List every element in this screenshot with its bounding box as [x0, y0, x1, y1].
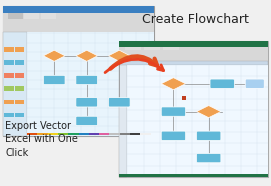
FancyBboxPatch shape	[15, 60, 24, 65]
Text: Export Vector
Excel with One
Click: Export Vector Excel with One Click	[5, 121, 78, 158]
FancyBboxPatch shape	[130, 133, 140, 135]
FancyBboxPatch shape	[163, 46, 179, 50]
FancyBboxPatch shape	[144, 46, 160, 50]
FancyBboxPatch shape	[4, 73, 14, 78]
FancyBboxPatch shape	[119, 46, 268, 61]
FancyBboxPatch shape	[196, 131, 221, 140]
FancyBboxPatch shape	[125, 46, 141, 50]
FancyBboxPatch shape	[3, 6, 154, 136]
FancyBboxPatch shape	[15, 47, 24, 52]
FancyBboxPatch shape	[15, 86, 24, 91]
FancyArrowPatch shape	[110, 56, 157, 69]
Text: Create Flowchart: Create Flowchart	[142, 13, 249, 26]
FancyBboxPatch shape	[15, 100, 24, 104]
FancyBboxPatch shape	[109, 133, 120, 135]
FancyBboxPatch shape	[119, 61, 268, 65]
FancyBboxPatch shape	[24, 13, 39, 19]
FancyBboxPatch shape	[182, 96, 186, 100]
FancyBboxPatch shape	[4, 100, 14, 104]
FancyBboxPatch shape	[3, 6, 154, 13]
FancyArrowPatch shape	[105, 59, 164, 73]
FancyBboxPatch shape	[119, 61, 127, 177]
FancyBboxPatch shape	[89, 133, 99, 135]
FancyBboxPatch shape	[37, 133, 48, 135]
FancyBboxPatch shape	[27, 32, 154, 136]
FancyBboxPatch shape	[15, 113, 24, 117]
FancyBboxPatch shape	[119, 41, 268, 177]
FancyBboxPatch shape	[127, 65, 268, 177]
FancyBboxPatch shape	[99, 133, 109, 135]
FancyBboxPatch shape	[196, 153, 221, 163]
FancyBboxPatch shape	[120, 133, 130, 135]
FancyBboxPatch shape	[43, 75, 65, 85]
FancyBboxPatch shape	[3, 13, 154, 32]
FancyBboxPatch shape	[8, 13, 23, 19]
FancyBboxPatch shape	[119, 41, 268, 46]
FancyBboxPatch shape	[27, 133, 37, 135]
Polygon shape	[43, 50, 65, 61]
FancyBboxPatch shape	[4, 113, 14, 117]
FancyBboxPatch shape	[15, 73, 24, 78]
FancyBboxPatch shape	[76, 98, 98, 107]
Polygon shape	[108, 50, 130, 61]
FancyBboxPatch shape	[140, 133, 151, 135]
FancyBboxPatch shape	[210, 79, 234, 88]
FancyBboxPatch shape	[79, 133, 89, 135]
FancyBboxPatch shape	[68, 133, 79, 135]
FancyBboxPatch shape	[161, 107, 186, 116]
Polygon shape	[76, 50, 98, 61]
FancyBboxPatch shape	[3, 32, 27, 136]
FancyBboxPatch shape	[41, 13, 56, 19]
FancyBboxPatch shape	[48, 133, 58, 135]
FancyBboxPatch shape	[76, 75, 98, 85]
Polygon shape	[161, 78, 186, 90]
FancyBboxPatch shape	[4, 86, 14, 91]
FancyBboxPatch shape	[76, 116, 98, 126]
FancyBboxPatch shape	[4, 60, 14, 65]
FancyBboxPatch shape	[4, 47, 14, 52]
FancyBboxPatch shape	[161, 131, 186, 140]
FancyBboxPatch shape	[58, 133, 68, 135]
FancyBboxPatch shape	[245, 79, 264, 88]
Polygon shape	[196, 106, 221, 118]
FancyBboxPatch shape	[108, 98, 130, 107]
FancyBboxPatch shape	[119, 174, 268, 177]
